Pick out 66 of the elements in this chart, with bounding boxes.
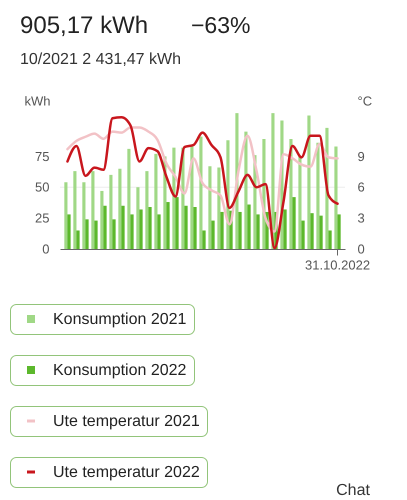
bar xyxy=(166,202,170,249)
bar xyxy=(67,214,71,249)
x-tick-label: 31.10.2022 xyxy=(304,258,370,272)
bar xyxy=(217,167,221,249)
bar xyxy=(82,182,86,249)
bar xyxy=(298,156,302,249)
bar xyxy=(154,154,158,249)
y2-axis-title: °C xyxy=(358,94,372,108)
bar xyxy=(316,142,320,249)
legend-label: Ute temperatur 2022 xyxy=(53,464,200,481)
bar xyxy=(139,209,143,249)
bar xyxy=(148,206,152,249)
bar xyxy=(76,230,80,249)
y-tick-label: 50 xyxy=(35,180,50,195)
bar xyxy=(307,116,311,249)
line-series xyxy=(66,126,339,233)
y-axis-title: kWh xyxy=(24,94,50,108)
line-series xyxy=(66,116,339,250)
bar xyxy=(94,220,98,249)
bar xyxy=(220,212,224,249)
bar xyxy=(310,213,314,249)
y-tick-label: 25 xyxy=(35,210,50,226)
bar xyxy=(121,206,125,249)
bar xyxy=(109,174,112,249)
y2-tick-label: 9 xyxy=(358,148,365,164)
y2-tick-label: 3 xyxy=(358,210,365,226)
legend-label: Konsumption 2021 xyxy=(53,311,187,328)
bar xyxy=(103,206,107,249)
bar xyxy=(328,230,332,249)
bar xyxy=(130,214,134,249)
legend-label: Konsumption 2022 xyxy=(53,362,187,379)
bar xyxy=(292,197,296,249)
y2-tick-label: 0 xyxy=(358,242,365,256)
bar xyxy=(338,214,341,249)
bar xyxy=(184,206,188,249)
y-tick-label: 75 xyxy=(35,148,50,164)
text: Chat xyxy=(336,482,370,499)
bar xyxy=(320,216,323,249)
bar xyxy=(91,171,94,249)
bar xyxy=(202,230,206,249)
bar xyxy=(208,166,212,249)
bar xyxy=(100,190,104,249)
bar xyxy=(302,220,305,249)
bar xyxy=(145,171,148,249)
bar xyxy=(238,212,242,249)
bar xyxy=(73,171,76,249)
y-tick-label: 0 xyxy=(42,242,50,256)
bar xyxy=(334,146,338,249)
text: −63% xyxy=(191,12,250,38)
bar xyxy=(85,219,89,249)
bar xyxy=(136,187,140,249)
bar xyxy=(248,204,251,249)
bar xyxy=(284,209,287,249)
y2-tick-label: 6 xyxy=(358,180,365,195)
bar xyxy=(64,182,68,249)
bar xyxy=(118,168,122,249)
bar xyxy=(127,148,130,249)
legend-label: Ute temperatur 2021 xyxy=(53,413,200,430)
chart-title: 905,17 kWh xyxy=(20,12,148,39)
chart-subtitle: 10/2021 2 431,47 kWh xyxy=(20,51,182,68)
bar xyxy=(212,220,215,249)
bar xyxy=(256,214,260,249)
bar xyxy=(157,214,161,249)
bar xyxy=(194,206,197,249)
bar xyxy=(112,219,116,249)
bar xyxy=(175,197,179,249)
